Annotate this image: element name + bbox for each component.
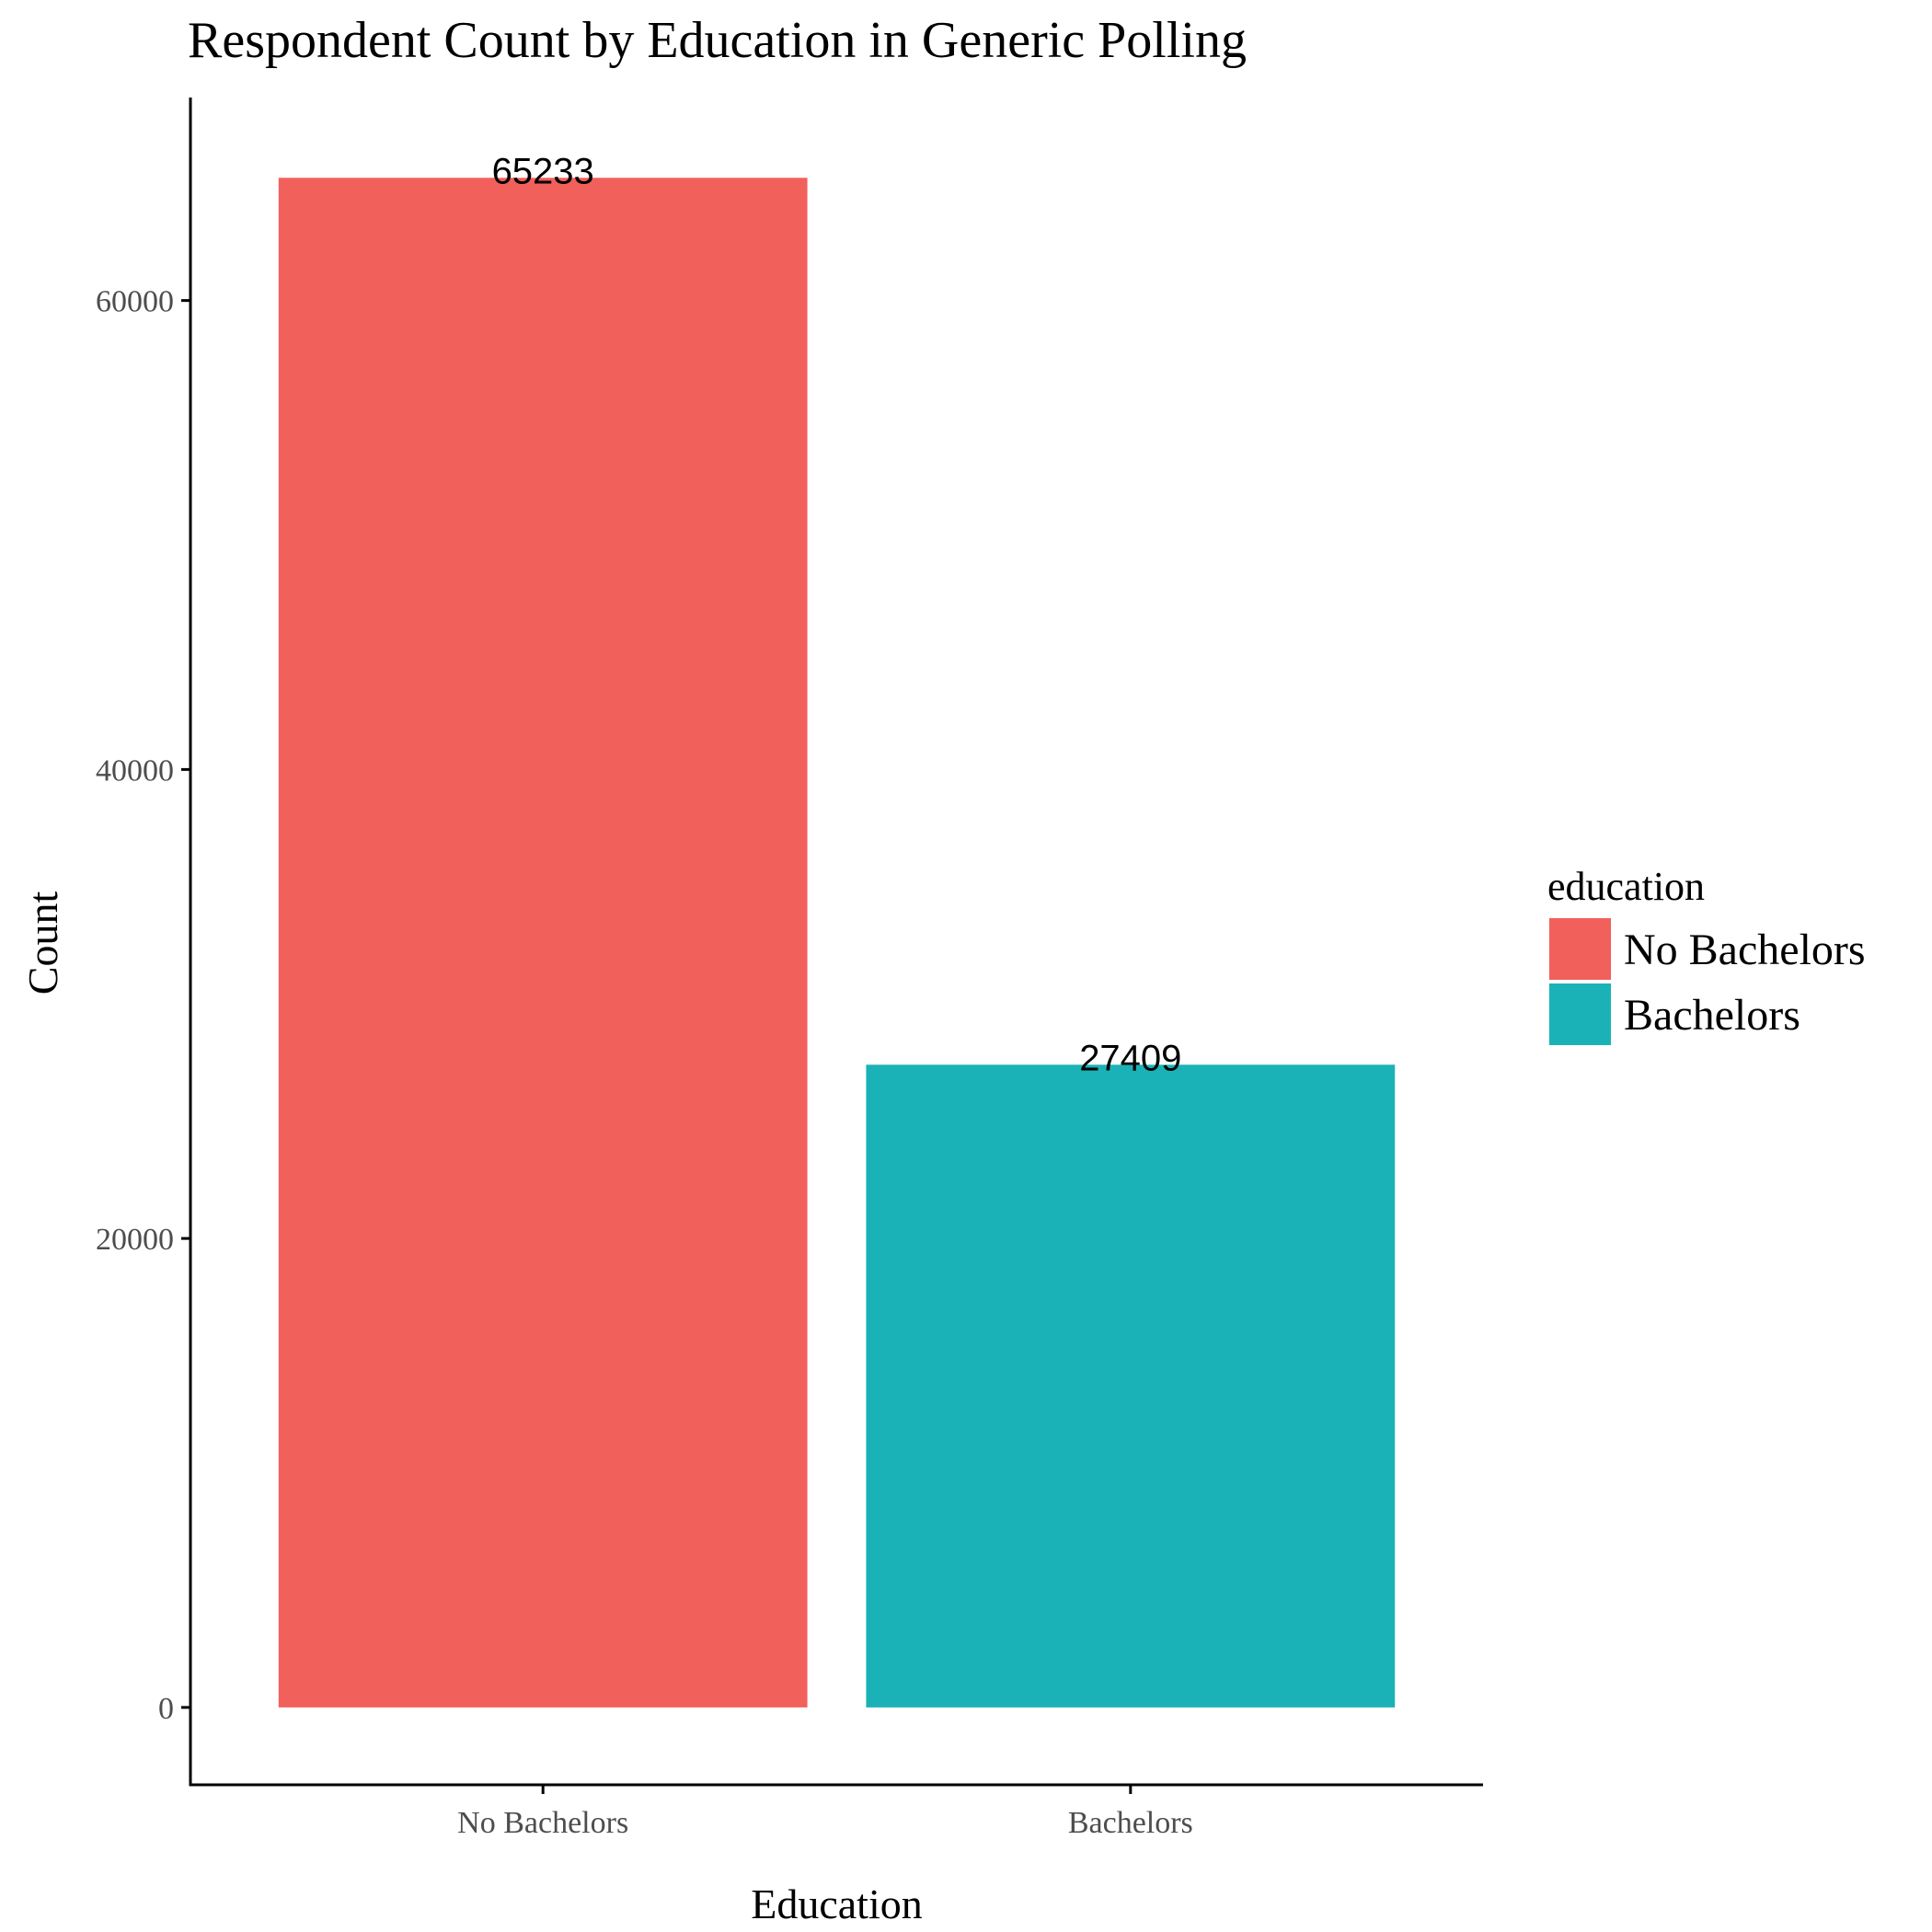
y-tick-label: 0 (158, 1692, 174, 1726)
x-axis-ticks: No Bachelors Bachelors (457, 1785, 1193, 1840)
bar-bachelors (866, 1064, 1396, 1708)
legend-label: Bachelors (1624, 991, 1800, 1040)
x-axis-title: Education (751, 1880, 923, 1927)
legend-key (1549, 918, 1611, 980)
x-tick-label: Bachelors (1068, 1806, 1193, 1840)
chart-title: Respondent Count by Education in Generic… (188, 12, 1247, 69)
legend: education No Bachelors Bachelors (1547, 864, 1866, 1045)
y-tick-label: 40000 (96, 753, 174, 788)
legend-key (1549, 983, 1611, 1045)
y-axis-ticks: 0 20000 40000 60000 (96, 285, 190, 1726)
y-tick-label: 60000 (96, 285, 174, 319)
legend-entries: No Bachelors Bachelors (1549, 918, 1866, 1045)
x-tick-label: No Bachelors (457, 1806, 628, 1840)
data-label: 65233 (492, 151, 594, 191)
data-label: 27409 (1079, 1038, 1181, 1078)
plot-area: 65233 27409 (278, 151, 1396, 1708)
bar-no-bachelors (278, 178, 808, 1708)
y-tick-label: 20000 (96, 1223, 174, 1257)
y-axis-title: Count (19, 891, 66, 995)
legend-label: No Bachelors (1624, 926, 1866, 974)
legend-title: education (1547, 864, 1705, 909)
